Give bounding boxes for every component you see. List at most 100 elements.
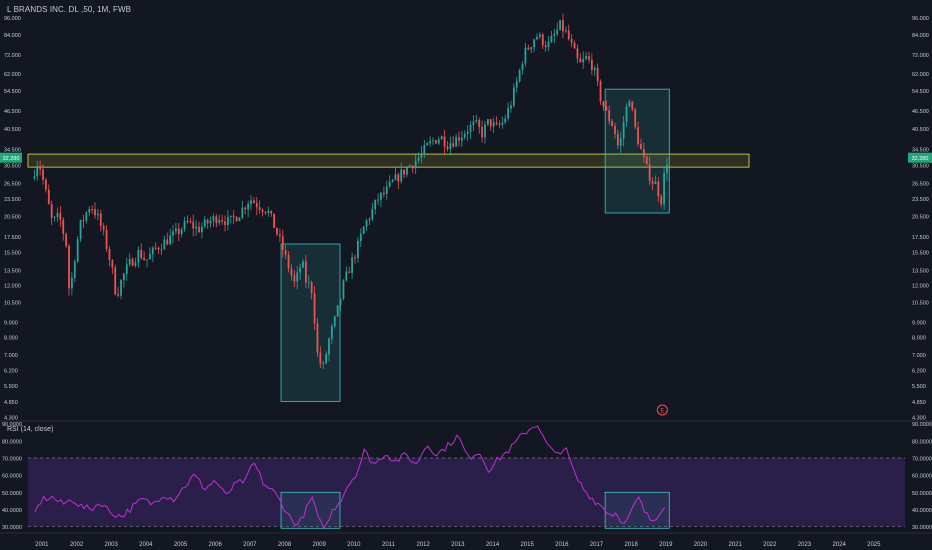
candle-up (417, 157, 420, 161)
candle-up (625, 106, 628, 122)
rsi-axis-left-label: 80.0000 (2, 439, 22, 445)
candle-down (143, 257, 146, 260)
price-axis-left-label: 40.500 (4, 127, 21, 133)
candle-up (267, 210, 270, 213)
time-axis-label: 2003 (105, 542, 119, 548)
candle-up (440, 136, 443, 140)
candle-up (36, 166, 39, 177)
resistance-zone (27, 153, 750, 168)
candle-up (463, 133, 466, 138)
time-axis-label: 2006 (209, 542, 223, 548)
candle-up (486, 119, 489, 125)
candle-up (582, 58, 585, 63)
candle-down (108, 248, 111, 260)
candle-up (504, 118, 507, 123)
candle-down (154, 247, 157, 249)
rsi-axis-right-label: 90.0000 (912, 422, 932, 428)
price-axis-right-label: 4.850 (912, 400, 926, 406)
price-axis-left-label: 17.500 (4, 235, 21, 241)
candle-down (642, 149, 645, 157)
time-axis-label: 2017 (590, 542, 604, 548)
candle-down (382, 192, 385, 195)
last-price-right: 32.280 (912, 156, 929, 162)
candle-up (538, 34, 541, 37)
candle-up (97, 213, 99, 216)
candle-up (250, 200, 252, 204)
candle-up (559, 20, 561, 30)
candle-down (313, 292, 316, 324)
time-axis-label: 2010 (347, 542, 361, 548)
candle-up (299, 267, 302, 273)
candle-up (564, 30, 567, 32)
price-axis-left-label: 72.000 (4, 53, 21, 59)
candle-up (356, 240, 359, 259)
candle-up (472, 121, 475, 125)
candle-up (238, 217, 241, 222)
candle-up (201, 226, 203, 233)
candle-up (507, 108, 509, 119)
time-axis-label: 2011 (382, 542, 396, 548)
price-axis-right-label: 62.000 (912, 72, 929, 78)
candle-up (134, 262, 137, 266)
price-axis-right-label: 40.500 (912, 127, 929, 133)
candle-down (616, 133, 619, 146)
candle-down (316, 323, 319, 353)
candle-down (458, 137, 460, 141)
candle-up (71, 277, 73, 289)
candle-down (186, 220, 189, 222)
candle-down (252, 200, 255, 203)
candle-down (235, 217, 238, 222)
rsi-axis-left-label: 40.0000 (2, 508, 22, 514)
candle-down (177, 228, 180, 235)
candle-down (261, 209, 264, 212)
price-axis-left-label: 12.000 (4, 283, 21, 289)
candle-up (492, 122, 495, 127)
candle-up (151, 247, 154, 255)
price-axis-right-label: 23.500 (912, 197, 929, 203)
candle-up (149, 254, 151, 260)
candle-down (105, 229, 108, 249)
candle-down (498, 123, 501, 125)
candle-up (203, 219, 206, 227)
price-axis-left-label: 4.850 (4, 400, 18, 406)
price-axis-right-label: 96.000 (912, 16, 929, 22)
candle-down (111, 259, 114, 268)
candle-down (264, 211, 267, 213)
price-axis-left-label: 62.000 (4, 72, 21, 78)
candle-down (611, 121, 613, 127)
rsi-axis-left-label: 50.0000 (2, 491, 22, 497)
time-axis-label: 2009 (312, 542, 326, 548)
candle-down (544, 45, 547, 48)
candle-up (365, 220, 368, 227)
candle-up (466, 131, 469, 134)
candle-down (232, 215, 235, 218)
candle-up (195, 226, 198, 229)
candle-down (290, 268, 293, 276)
candle-down (570, 39, 573, 43)
box-2008 (280, 243, 341, 402)
candle-up (400, 169, 403, 182)
candle-up (408, 165, 411, 168)
box-2008-rsi (280, 491, 341, 529)
candle-down (39, 166, 42, 170)
candle-down (82, 220, 85, 222)
candle-up (53, 216, 56, 218)
price-axis-left-label: 10.500 (4, 301, 21, 307)
candle-down (45, 179, 47, 190)
time-axis-label: 2016 (555, 542, 569, 548)
candle-up (302, 261, 304, 268)
candle-up (209, 220, 212, 224)
candle-down (42, 169, 44, 180)
candle-down (657, 181, 660, 197)
candle-up (536, 36, 538, 40)
candle-down (567, 30, 570, 40)
candle-down (117, 294, 120, 296)
candle-down (157, 247, 160, 250)
candle-down (588, 56, 590, 60)
candle-up (654, 181, 657, 184)
candle-up (385, 186, 388, 195)
candle-down (284, 250, 287, 255)
candle-up (88, 209, 91, 213)
candle-down (221, 219, 224, 222)
time-axis-label: 2005 (174, 542, 188, 548)
